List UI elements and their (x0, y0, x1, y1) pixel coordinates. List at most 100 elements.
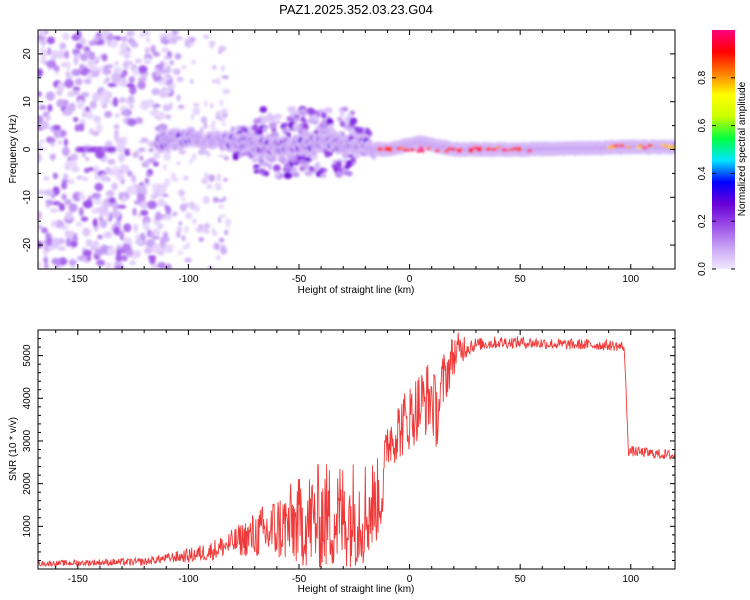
spectrogram-cell (126, 30, 135, 37)
spectrogram-cell (155, 69, 162, 75)
spectrogram-cell (434, 149, 440, 153)
spectrogram-cell (660, 143, 666, 147)
spectrogram-cell (258, 129, 263, 137)
spectrogram-cell (280, 123, 288, 128)
spectrogram-cell (144, 247, 153, 255)
colorbar-ticks: 0.0 0.2 0.4 0.6 0.8 (697, 70, 735, 276)
spectrogram-cell (219, 118, 225, 122)
spectrogram-cell (56, 99, 66, 108)
spectrogram-cell (210, 43, 214, 49)
spectrogram-cell (83, 167, 90, 174)
spectrogram-cell (165, 105, 173, 111)
spectrogram-cell (87, 59, 95, 68)
spectrogram-cell (204, 122, 208, 129)
x-tick-label: 50 (515, 574, 527, 585)
spectrogram-cell (456, 149, 462, 153)
spectrogram-cell (115, 265, 122, 269)
snr-x-label: Height of straight line (km) (298, 584, 415, 595)
spectrogram-cell (323, 107, 333, 114)
spectrogram-cell (38, 224, 43, 230)
spectrogram-cell (68, 102, 76, 112)
spectrogram-cell (64, 78, 74, 89)
spectrogram-cell (38, 142, 42, 147)
x-tick-label: 50 (515, 274, 527, 285)
spectrogram-cell (137, 77, 147, 82)
spectrogram-cell (107, 82, 117, 88)
spectrogram-cell (343, 170, 353, 176)
spectrogram-cell (145, 36, 151, 43)
snr-y-axis: 1000 2000 3000 4000 5000 (22, 329, 675, 570)
spectrogram-cell (377, 148, 383, 152)
spectrogram-cell (114, 60, 119, 67)
spectrogram-cell (136, 184, 147, 194)
spectrogram-cell (277, 156, 286, 163)
spectrogram-cell (78, 123, 85, 132)
spectrogram-cell (72, 86, 81, 91)
spectrogram-cell (190, 78, 194, 85)
spectrogram-cell (282, 166, 292, 173)
spectrogram-cell (68, 178, 75, 185)
spectrogram-cell (88, 51, 93, 60)
spectrogram-cell (334, 171, 344, 178)
spectrogram-cell (309, 165, 314, 172)
spectrogram-cell (99, 31, 109, 38)
spectrogram-cell (76, 99, 85, 110)
spectrogram-cell (171, 36, 178, 41)
spectrogram-cell (218, 199, 224, 203)
spectrogram-cell (80, 216, 89, 222)
spectrogram-cell (134, 58, 142, 64)
spectrogram-cell (320, 173, 327, 178)
spectrogram-cell (170, 39, 175, 45)
x-tick-label: 0 (407, 574, 413, 585)
spectrogram-cell (39, 47, 46, 53)
spectrogram-cell (43, 256, 49, 264)
spectrogram-cell (450, 147, 456, 151)
spectrogram-cell (148, 147, 154, 153)
spectrogram-cell (176, 76, 184, 83)
y-tick-label: -10 (22, 190, 33, 205)
y-tick-label: 5000 (22, 344, 33, 367)
spectrogram-cell (38, 210, 42, 221)
spectrogram-cell (164, 178, 171, 186)
spectrogram-cell (508, 148, 513, 152)
spectrogram-cell (120, 110, 129, 116)
spectrogram-cell (136, 192, 146, 202)
spectrogram-cell (163, 55, 170, 60)
spectrogram-cell (220, 246, 228, 255)
spectrogram-cell (82, 176, 89, 182)
x-tick-label: 0 (407, 274, 413, 285)
spectrogram-cell (121, 243, 131, 252)
spectrogram-cell (176, 94, 181, 102)
spectrogram-cell (253, 169, 260, 174)
spectrogram-cell (201, 178, 208, 185)
spectrogram-cell (43, 175, 50, 181)
spectrogram-cell (94, 175, 101, 180)
spectrogram-cell (93, 115, 101, 124)
spectrogram-cell (51, 237, 61, 248)
spectrogram-cell (173, 178, 179, 182)
spectrogram-cell (119, 77, 128, 88)
spectrogram-cell (52, 201, 61, 206)
spectrogram-cell (153, 51, 161, 57)
spectrogram-cell (477, 146, 483, 150)
spectrogram-cell (638, 144, 644, 147)
y-tick-label: 2000 (22, 472, 33, 495)
spectrogram-cell (501, 148, 507, 152)
spectrogram-cell (140, 209, 149, 216)
spectrogram-cell (251, 124, 259, 132)
spectrogram-cell (224, 156, 229, 161)
spectrogram-cell (286, 115, 294, 122)
spectrogram-cell (80, 53, 89, 62)
spectrogram-cell (221, 64, 225, 73)
spectrogram-cell (216, 77, 221, 86)
spectrogram-cell (113, 123, 120, 130)
spectrogram-cell (73, 55, 79, 66)
x-tick-label: 100 (622, 574, 639, 585)
spectrogram-cell (130, 174, 137, 183)
spectrogram-cell (215, 110, 221, 118)
spectrogram-cell (191, 153, 197, 161)
colorbar: 0.0 0.2 0.4 0.6 0.8 Normalized spectral ampl… (697, 30, 748, 276)
spectrogram-cell (151, 243, 162, 254)
spectrogram-cell (50, 49, 61, 56)
